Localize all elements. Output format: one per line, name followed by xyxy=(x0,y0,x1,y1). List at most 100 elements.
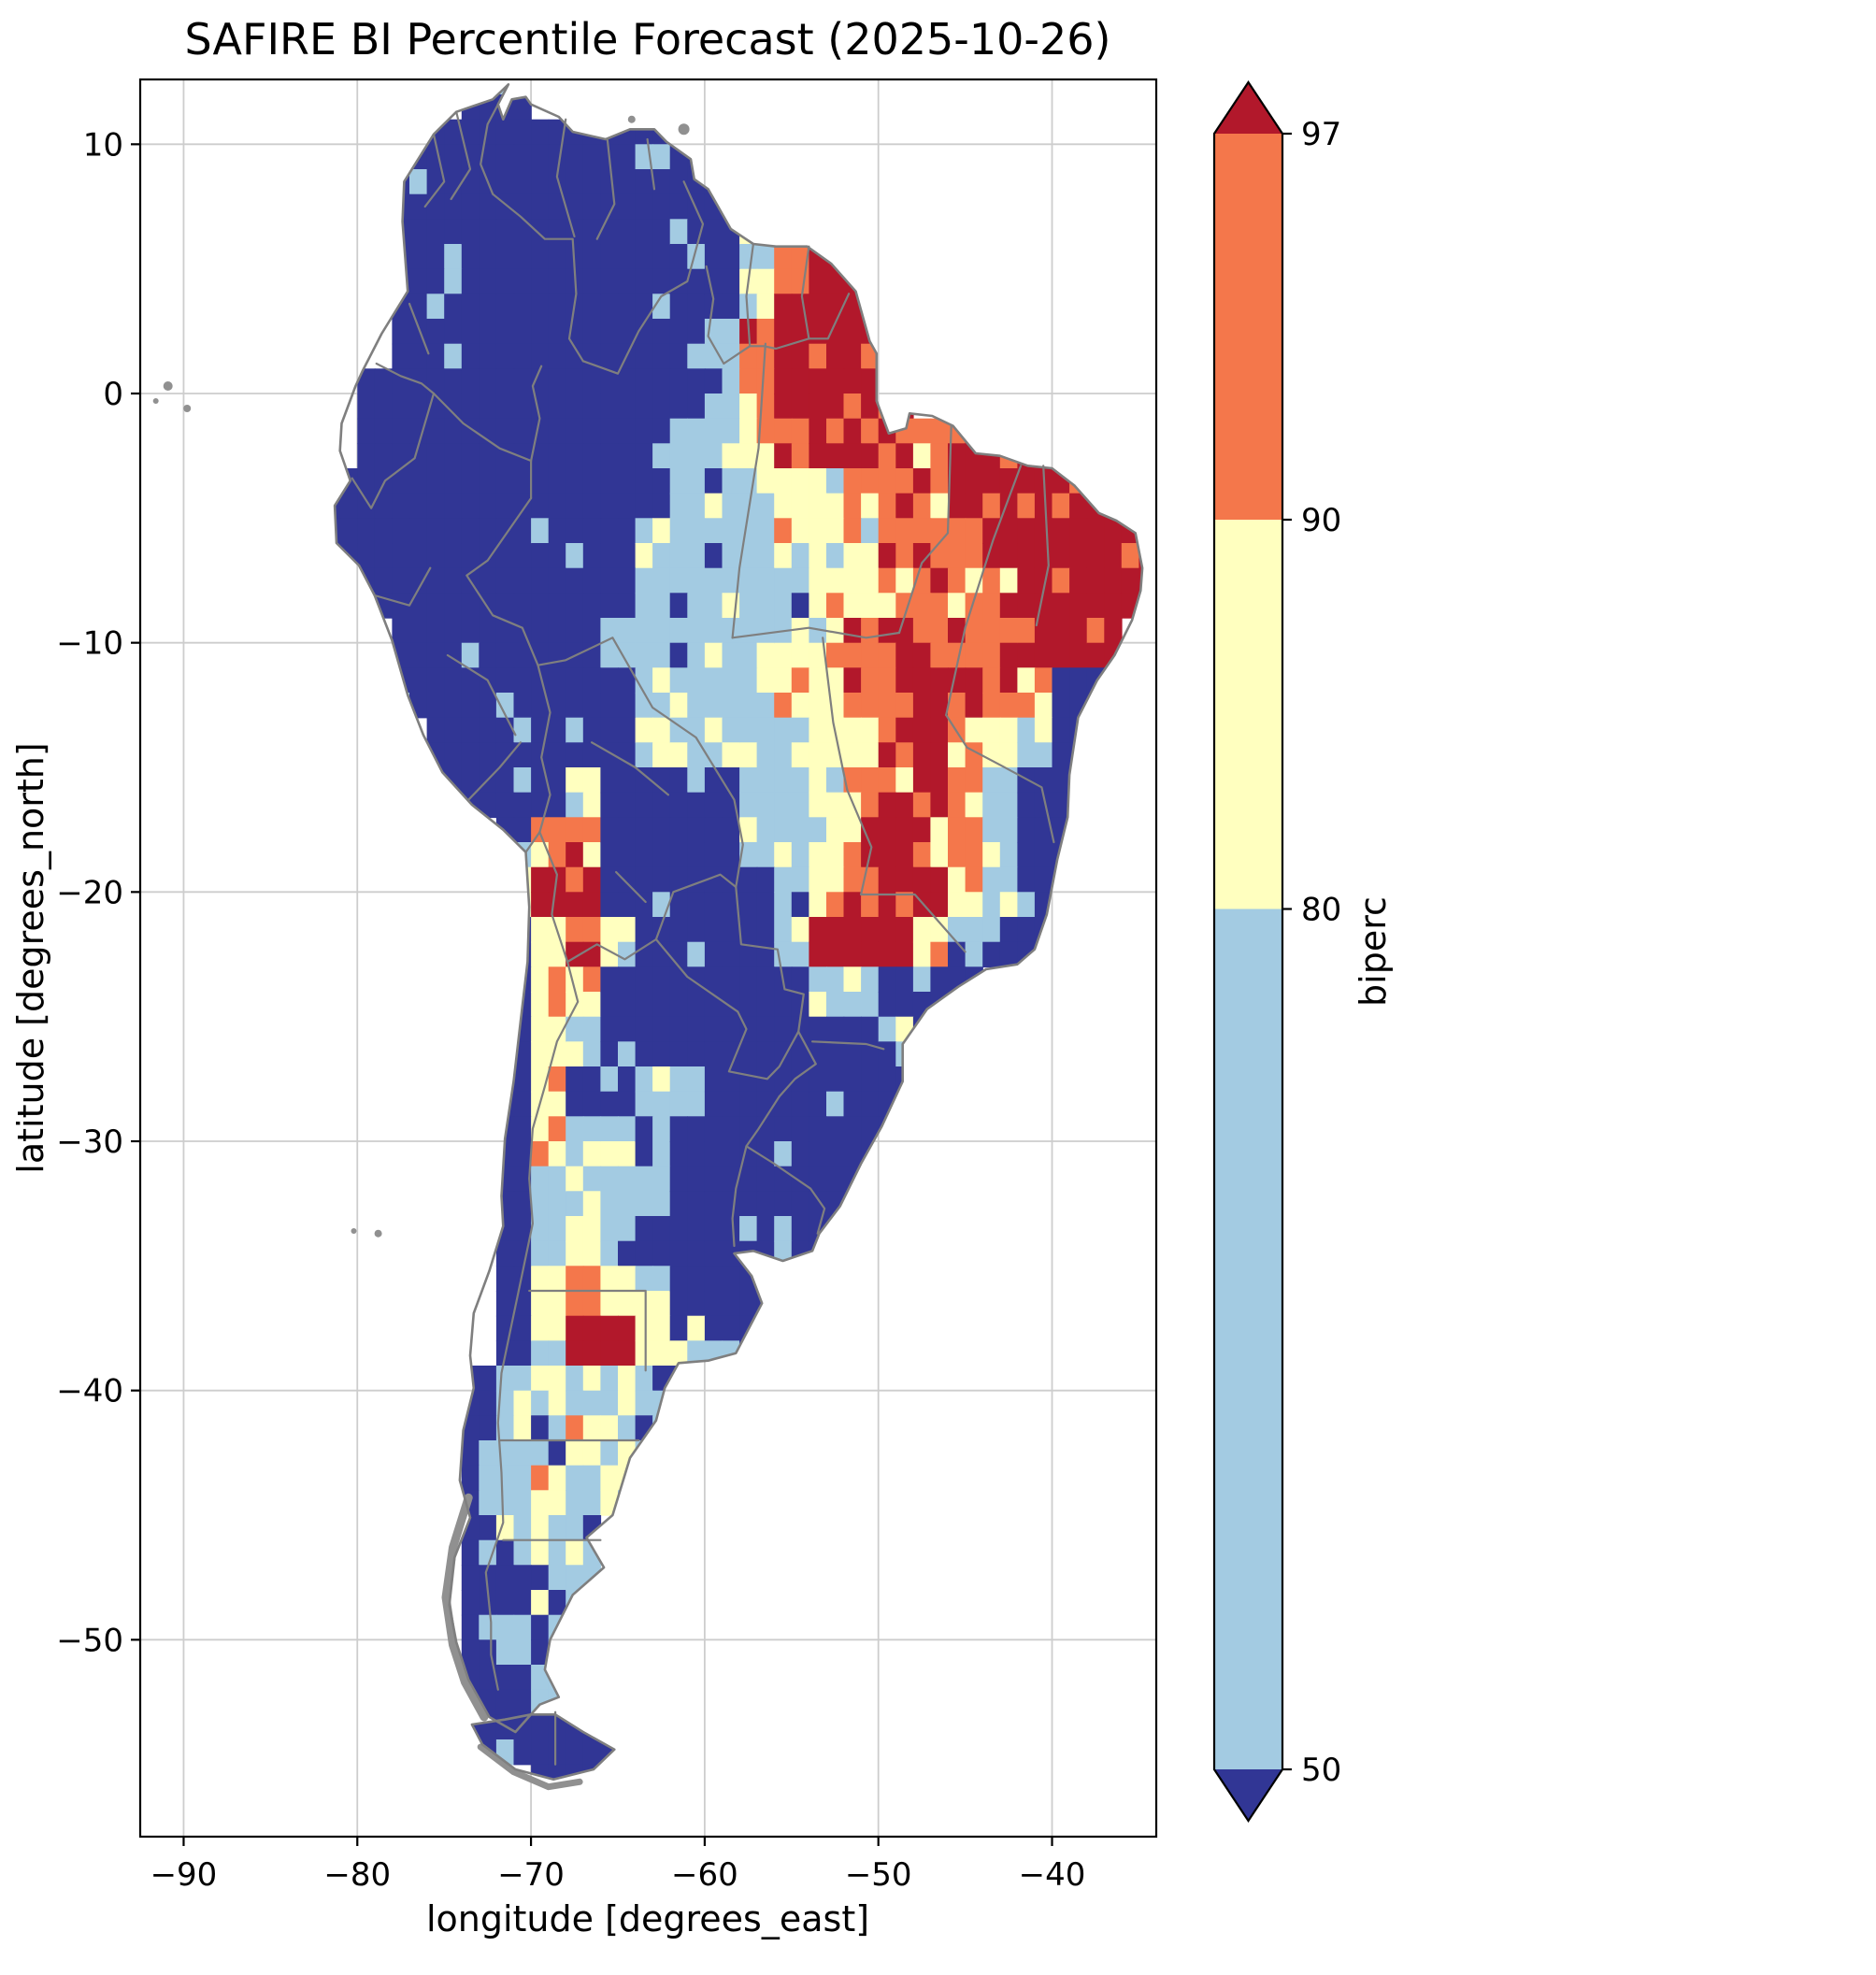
heatmap-cell xyxy=(722,1315,740,1342)
heatmap-cell xyxy=(1017,667,1036,694)
heatmap-cell xyxy=(878,593,896,619)
heatmap-cell xyxy=(774,418,793,445)
heatmap-cell xyxy=(479,1614,497,1641)
heatmap-cell xyxy=(531,866,550,894)
heatmap-cell xyxy=(582,1639,602,1666)
heatmap-cell xyxy=(791,593,810,619)
heatmap-cell xyxy=(774,767,793,794)
heatmap-cell xyxy=(791,319,810,345)
heatmap-cell xyxy=(548,1590,566,1616)
heatmap-cell xyxy=(426,792,445,819)
heatmap-cell xyxy=(999,917,1019,943)
heatmap-cell xyxy=(566,792,584,819)
heatmap-cell xyxy=(426,593,445,619)
heatmap-cell xyxy=(409,244,428,270)
heatmap-cell xyxy=(618,443,637,469)
heatmap-cell xyxy=(1104,543,1123,569)
heatmap-cell xyxy=(791,767,810,794)
heatmap-cell xyxy=(895,443,914,469)
heatmap-cell xyxy=(739,244,758,270)
heatmap-cell xyxy=(722,1091,740,1118)
heatmap-cell xyxy=(843,1016,862,1043)
heatmap-cell xyxy=(461,1590,480,1616)
heatmap-cell xyxy=(548,693,566,719)
heatmap-cell xyxy=(826,1041,845,1067)
heatmap-cell xyxy=(635,1116,653,1142)
heatmap-cell xyxy=(826,418,845,445)
heatmap-cell xyxy=(426,244,445,270)
admin-border xyxy=(530,365,543,463)
heatmap-cell xyxy=(548,1066,566,1093)
heatmap-cell xyxy=(479,244,497,270)
heatmap-cell xyxy=(566,1515,584,1541)
heatmap-cell xyxy=(791,1166,810,1193)
heatmap-cell xyxy=(704,792,723,819)
heatmap-cell xyxy=(912,593,932,619)
heatmap-cell xyxy=(652,792,671,819)
heatmap-cell xyxy=(930,842,949,868)
heatmap-cell xyxy=(1086,468,1105,494)
heatmap-cell xyxy=(722,693,740,719)
heatmap-cell xyxy=(1069,842,1088,868)
heatmap-cell xyxy=(374,567,394,594)
heatmap-cell xyxy=(912,543,932,569)
heatmap-cell xyxy=(722,319,740,345)
heatmap-cell xyxy=(635,941,653,968)
heatmap-cell xyxy=(1069,767,1088,794)
heatmap-cell xyxy=(531,966,550,993)
heatmap-cell xyxy=(756,667,775,694)
heatmap-cell xyxy=(722,618,740,644)
heatmap-cell xyxy=(495,518,515,544)
heatmap-cell xyxy=(392,394,410,420)
heatmap-cell xyxy=(669,917,688,943)
admin-border xyxy=(351,392,436,509)
heatmap-cell xyxy=(618,693,637,719)
heatmap-cell xyxy=(930,917,949,943)
heatmap-cell xyxy=(409,418,428,445)
heatmap-cell xyxy=(669,767,688,794)
heatmap-cell xyxy=(1069,792,1088,819)
heatmap-cell xyxy=(479,343,497,370)
heatmap-cell xyxy=(444,219,463,245)
heatmap-cell xyxy=(948,543,967,569)
heatmap-cell xyxy=(809,244,827,270)
heatmap-cell xyxy=(1034,493,1053,520)
heatmap-cell xyxy=(704,1266,723,1292)
heatmap-cell xyxy=(878,1141,896,1167)
heatmap-cell xyxy=(826,518,845,544)
heatmap-cell xyxy=(756,767,775,794)
heatmap-cell xyxy=(739,543,758,569)
heatmap-cell xyxy=(635,917,653,943)
heatmap-cell xyxy=(791,941,810,968)
heatmap-cell xyxy=(531,1639,550,1666)
heatmap-cell xyxy=(809,468,827,494)
heatmap-cell xyxy=(861,1191,880,1217)
heatmap-cell xyxy=(965,992,983,1018)
heatmap-cell xyxy=(461,368,480,394)
heatmap-cell xyxy=(566,394,584,420)
admin-border xyxy=(860,893,967,953)
heatmap-cell xyxy=(948,941,967,968)
heatmap-cell xyxy=(809,518,827,544)
heatmap-cell xyxy=(600,792,619,819)
y-tick-label: 10 xyxy=(83,126,123,164)
heatmap-cell xyxy=(791,992,810,1018)
heatmap-cell xyxy=(878,543,896,569)
heatmap-cell xyxy=(566,1166,584,1193)
heatmap-cell xyxy=(982,866,1001,894)
heatmap-cell xyxy=(791,1041,810,1067)
heatmap-cell xyxy=(513,443,532,469)
heatmap-cell xyxy=(479,792,497,819)
heatmap-cell xyxy=(652,1041,671,1067)
heatmap-cell xyxy=(444,144,463,170)
heatmap-cell xyxy=(791,642,810,669)
heatmap-cell xyxy=(722,443,740,469)
heatmap-cell xyxy=(582,1539,602,1567)
heatmap-cell xyxy=(704,966,723,993)
heatmap-cell xyxy=(791,842,810,868)
heatmap-cell xyxy=(774,543,793,569)
heatmap-cell xyxy=(531,1016,550,1043)
heatmap-cell xyxy=(843,917,862,943)
heatmap-cell xyxy=(687,368,706,394)
heatmap-cell xyxy=(669,543,688,569)
